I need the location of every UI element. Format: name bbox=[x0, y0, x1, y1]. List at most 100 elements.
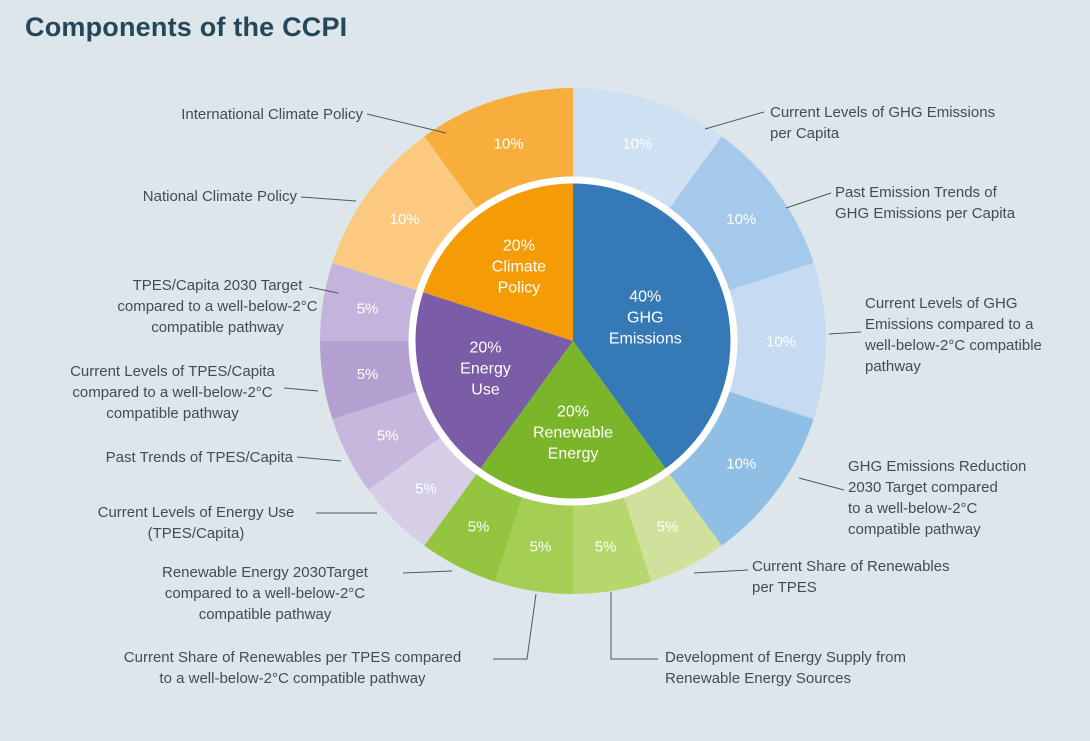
outer-slice-current-levels-of-energy-use-tpes-capita bbox=[368, 437, 477, 546]
label-line: compared to a well-below-2°C bbox=[164, 585, 366, 602]
label-line: pathway bbox=[865, 358, 921, 375]
label-line: 2030 Target compared bbox=[848, 479, 998, 496]
label-line: per Capita bbox=[770, 125, 840, 142]
leader-line-past-emission-trends-of-ghg-emissions-per-capita bbox=[785, 192, 832, 209]
outer-slice-current-share-of-renewables-per-tpes bbox=[623, 473, 722, 582]
label-line: to a well-below-2°C compatible pathway bbox=[159, 670, 426, 687]
label-line: TPES/Capita 2030 Target bbox=[132, 277, 303, 294]
label-line: (TPES/Capita) bbox=[147, 525, 245, 542]
label-line: 40% bbox=[629, 288, 662, 305]
percent-label-current-share-of-renewables-per-tpes: 5% bbox=[657, 519, 679, 536]
label-line: Energy bbox=[460, 360, 511, 378]
outer-slice-development-of-energy-supply-from-renewable-ener bbox=[573, 496, 652, 594]
label-line: 20% bbox=[469, 339, 502, 357]
label-line: Use bbox=[471, 381, 500, 399]
outer-label-development-of-energy-supply-from-renewable-ener: Development of Energy Supply from Renewab… bbox=[665, 647, 975, 689]
outer-label-past-trends-of-tpes-capita: Past Trends of TPES/Capita bbox=[93, 447, 293, 468]
leader-line-current-share-of-renewables-per-tpes-compared-to bbox=[493, 593, 537, 660]
inner-slice-ghg-emissions bbox=[573, 183, 731, 469]
outer-label-current-levels-of-ghg-emissions-per-capita: Current Levels of GHG Emissions per Capit… bbox=[770, 102, 1090, 144]
label-line: Current Levels of TPES/Capita bbox=[70, 363, 275, 380]
leader-line-renewable-energy-2030-target-compared-to-a-well- bbox=[402, 570, 453, 574]
percent-label-current-levels-of-ghg-emissions-per-capita: 10% bbox=[622, 135, 652, 152]
page-title: Components of the CCPI bbox=[25, 12, 348, 42]
label-line: compatible pathway bbox=[106, 405, 239, 422]
percent-label-renewable-energy-2030-target-compared-to-a-well-: 5% bbox=[468, 519, 490, 536]
outer-label-current-levels-of-tpes-capita-compared-to-a-well: Current Levels of TPES/Capita compared to… bbox=[55, 361, 290, 424]
leader-line-ghg-emissions-reduction-2030-target-compared-to- bbox=[798, 477, 845, 491]
inner-slice-climate-policy bbox=[422, 183, 573, 341]
outer-label-current-share-of-renewables-per-tpes-compared-to: Current Share of Renewables per TPES com… bbox=[95, 647, 490, 689]
label-line: GHG Emissions Reduction bbox=[848, 458, 1027, 475]
leader-line-current-levels-of-ghg-emissions-compared-to-a-we bbox=[828, 331, 862, 335]
label-line: Past Emission Trends of bbox=[835, 184, 997, 201]
outer-label-past-emission-trends-of-ghg-emissions-per-capita: Past Emission Trends of GHG Emissions per… bbox=[835, 182, 1090, 224]
outer-label-renewable-energy-2030-target-compared-to-a-well-: Renewable Energy 2030Target compared to a… bbox=[120, 562, 410, 625]
label-line: compared to a well-below-2°C bbox=[72, 384, 273, 401]
leader-line-national-climate-policy bbox=[300, 196, 357, 202]
leader-line-development-of-energy-supply-from-renewable-ener bbox=[610, 592, 658, 660]
percent-label-current-share-of-renewables-per-tpes-compared-to: 5% bbox=[530, 539, 552, 556]
inner-label-renewable-energy: 20% Renewable Energy bbox=[533, 402, 613, 465]
outer-label-tpes-capita-2030-target-compared-to-a-well-below: TPES/Capita 2030 Target compared to a wel… bbox=[100, 275, 335, 338]
outer-label-ghg-emissions-reduction-2030-target-compared-to-: GHG Emissions Reduction 2030 Target compa… bbox=[848, 456, 1088, 540]
label-line: Current Levels of Energy Use bbox=[97, 504, 295, 521]
percent-label-development-of-energy-supply-from-renewable-ener: 5% bbox=[595, 539, 617, 556]
percent-label-past-emission-trends-of-ghg-emissions-per-capita: 10% bbox=[726, 211, 756, 228]
label-line: Policy bbox=[497, 279, 541, 297]
outer-slice-current-share-of-renewables-per-tpes-compared-to bbox=[494, 496, 573, 594]
outer-slice-past-emission-trends-of-ghg-emissions-per-capita bbox=[669, 136, 814, 291]
label-line: compatible pathway bbox=[848, 521, 981, 538]
outer-slice-renewable-energy-2030-target-compared-to-a-well- bbox=[424, 473, 523, 582]
inner-label-climate-policy: 20% Climate Policy bbox=[492, 235, 546, 298]
leader-line-current-levels-of-tpes-capita-compared-to-a-well bbox=[283, 387, 319, 392]
outer-slice-current-levels-of-ghg-emissions-per-capita bbox=[573, 88, 722, 209]
label-line: well-below-2°C compatible bbox=[865, 337, 1042, 354]
label-line: Climate bbox=[491, 258, 547, 276]
label-line: Current Levels of GHG Emissions bbox=[770, 104, 996, 121]
percent-label-current-levels-of-energy-use-tpes-capita: 5% bbox=[415, 480, 437, 497]
label-line: 20% bbox=[556, 403, 590, 421]
label-line: GHG Emissions per Capita bbox=[835, 205, 1016, 222]
label-line: International Climate Policy bbox=[181, 106, 363, 123]
outer-slice-current-levels-of-ghg-emissions-compared-to-a-we bbox=[728, 262, 827, 420]
outer-slice-international-climate-policy bbox=[424, 88, 573, 209]
label-line: National Climate Policy bbox=[142, 188, 297, 205]
outer-label-current-levels-of-energy-use-tpes-capita: Current Levels of Energy Use (TPES/Capita… bbox=[80, 502, 312, 544]
leader-line-current-levels-of-ghg-emissions-per-capita bbox=[704, 111, 765, 130]
outer-slice-current-levels-of-tpes-capita-compared-to-a-well bbox=[320, 341, 418, 420]
inner-label-energy-use: 20% Energy Use bbox=[460, 338, 511, 401]
label-line: Development of Energy Supply from bbox=[665, 649, 906, 666]
percent-label-national-climate-policy: 10% bbox=[390, 211, 420, 228]
outer-slice-past-trends-of-tpes-capita bbox=[332, 391, 441, 490]
label-line: Current Share of Renewables per TPES com… bbox=[123, 649, 462, 666]
outer-label-international-climate-policy: International Climate Policy bbox=[163, 104, 363, 125]
outer-slice-national-climate-policy bbox=[332, 136, 477, 291]
label-line: compatible pathway bbox=[151, 319, 284, 336]
leader-line-international-climate-policy bbox=[366, 113, 447, 134]
percent-label-international-climate-policy: 10% bbox=[494, 135, 524, 152]
percent-label-tpes-capita-2030-target-compared-to-a-well-below: 5% bbox=[357, 301, 379, 318]
label-line: per TPES bbox=[752, 579, 817, 596]
label-line: compared to a well-below-2°C bbox=[117, 298, 318, 315]
leader-line-tpes-capita-2030-target-compared-to-a-well-below bbox=[308, 286, 339, 294]
percent-label-current-levels-of-tpes-capita-compared-to-a-well: 5% bbox=[357, 366, 379, 383]
label-line: Energy bbox=[547, 445, 599, 463]
inner-slice-energy-use bbox=[414, 292, 573, 469]
inner-label-ghg-emissions: 40% GHG Emissions bbox=[609, 286, 682, 349]
label-line: Renewable Energy Sources bbox=[665, 670, 851, 687]
outer-slice-tpes-capita-2030-target-compared-to-a-well-below bbox=[320, 262, 418, 341]
label-line: GHG bbox=[627, 309, 664, 326]
percent-label-past-trends-of-tpes-capita: 5% bbox=[377, 428, 399, 445]
label-line: Emissions bbox=[608, 330, 682, 347]
label-line: to a well-below-2°C bbox=[848, 500, 978, 517]
label-line: Current Levels of GHG bbox=[865, 295, 1018, 312]
label-line: Emissions compared to a bbox=[865, 316, 1034, 333]
label-line: Past Trends of TPES/Capita bbox=[105, 449, 293, 466]
outer-label-current-share-of-renewables-per-tpes: Current Share of Renewables per TPES bbox=[752, 556, 1042, 598]
label-line: Renewable Energy 2030Target bbox=[162, 564, 368, 581]
label-line: compatible pathway bbox=[198, 606, 332, 623]
outer-slice-ghg-emissions-reduction-2030-target-compared-to- bbox=[669, 391, 814, 546]
outer-label-national-climate-policy: National Climate Policy bbox=[97, 186, 297, 207]
